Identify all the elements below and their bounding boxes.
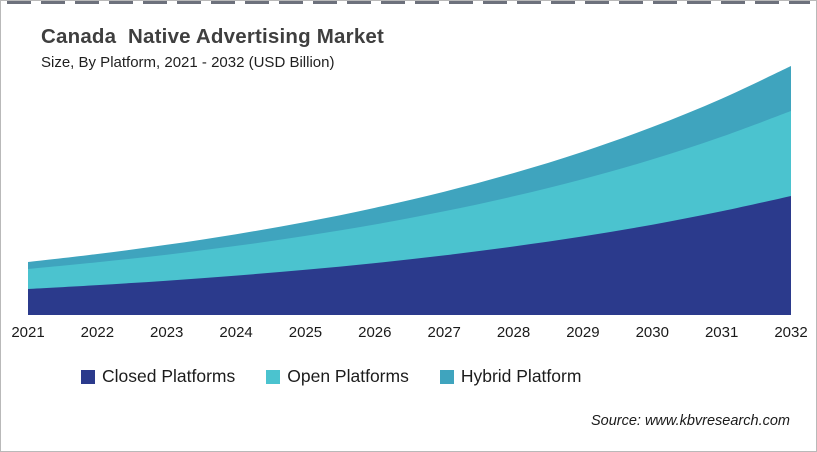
chart-header: Canada Native Advertising Market Size, B… xyxy=(41,25,384,71)
source-attribution: Source: www.kbvresearch.com xyxy=(590,413,790,429)
x-axis: 2021 2022 2023 2024 2025 2026 2027 2028 2029 2030… xyxy=(1,324,816,346)
legend-label: Open Platforms xyxy=(287,366,409,386)
x-axis-label-2022: 2022 xyxy=(80,324,115,341)
x-axis-label-2024: 2024 xyxy=(219,324,253,341)
legend-item-hybrid-platform: Hybrid Platform xyxy=(439,366,582,387)
chart-subtitle: Size, By Platform, 2021 - 2032 (USD Bill… xyxy=(41,53,335,71)
legend-item-closed-platforms: Closed Platforms xyxy=(81,366,235,387)
chart-title: Canada Native Advertising Market xyxy=(41,25,385,48)
legend-swatch-closed-platforms xyxy=(81,369,95,384)
legend-label: Closed Platforms xyxy=(102,366,236,386)
legend-label: Hybrid Platform xyxy=(460,366,582,386)
x-axis-label-2030: 2030 xyxy=(635,324,669,341)
top-dashed-border xyxy=(7,1,810,4)
x-axis-label-2027: 2027 xyxy=(427,324,461,341)
x-axis-label-2028: 2028 xyxy=(496,324,531,341)
legend-item-open-platforms: Open Platforms xyxy=(266,366,409,387)
x-axis-label-2025: 2025 xyxy=(288,324,323,341)
x-axis-label-2021: 2021 xyxy=(11,324,45,341)
x-axis-label-2032: 2032 xyxy=(774,324,808,341)
x-axis-label-2023: 2023 xyxy=(150,324,184,341)
chart-legend: Closed Platforms Open Platforms Hybrid P… xyxy=(81,366,581,387)
legend-swatch-open-platforms xyxy=(266,369,281,384)
legend-swatch-hybrid-platform xyxy=(439,369,454,384)
x-axis-label-2026: 2026 xyxy=(358,324,392,341)
x-axis-label-2031: 2031 xyxy=(704,324,739,341)
x-axis-label-2029: 2029 xyxy=(566,324,600,341)
area-closed-platforms xyxy=(28,196,791,315)
stacked-area-chart xyxy=(28,66,791,315)
